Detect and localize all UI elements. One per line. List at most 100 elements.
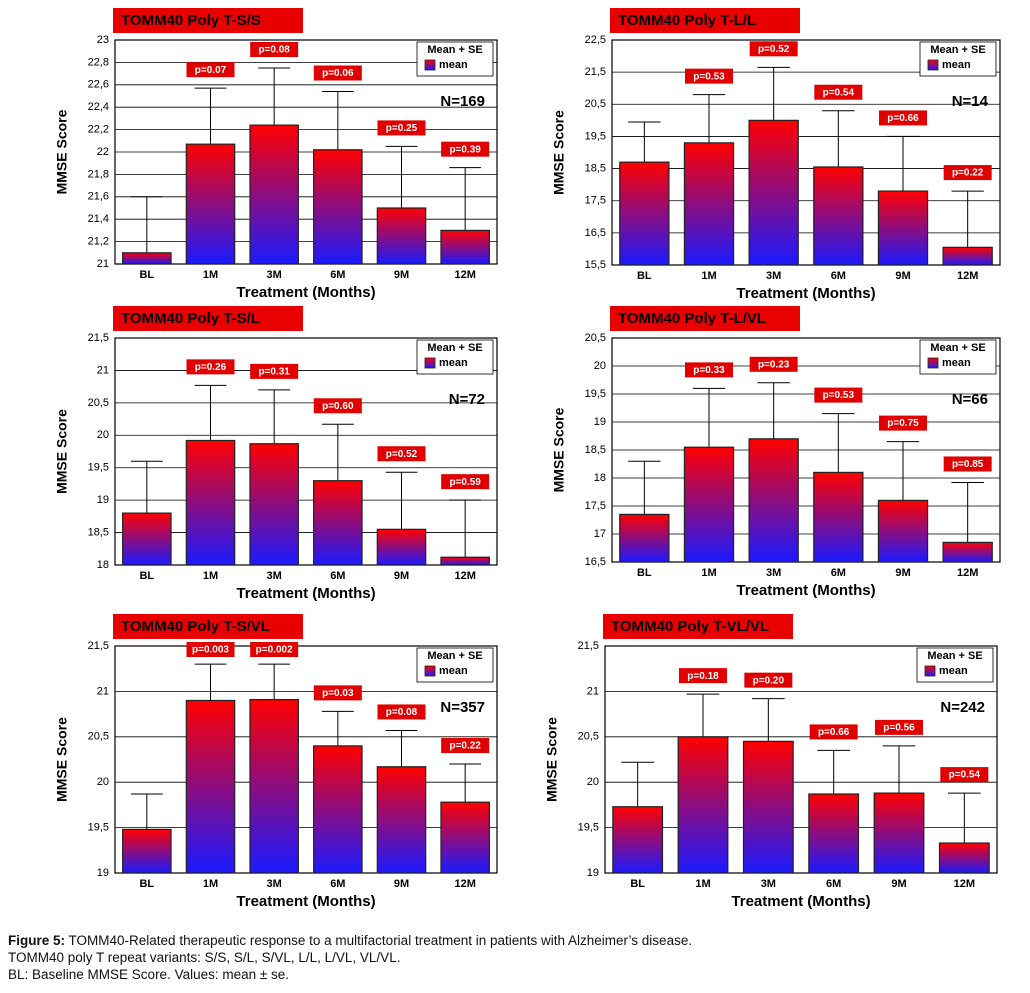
y-tick-label: 21,6 xyxy=(88,191,109,203)
x-tick-label: BL xyxy=(139,570,154,582)
legend-label: mean xyxy=(439,357,468,369)
x-tick-label: 3M xyxy=(267,878,282,890)
y-axis-title: MMSE Score xyxy=(54,409,70,494)
caption-line: Figure 5: TOMM40-Related therapeutic res… xyxy=(8,932,692,949)
p-value-box xyxy=(441,738,490,754)
legend-label: mean xyxy=(939,665,968,677)
caption-line: BL: Baseline MMSE Score. Values: mean ± … xyxy=(8,967,290,982)
bar xyxy=(873,792,925,874)
p-value-box xyxy=(814,84,863,100)
title-box xyxy=(113,8,303,33)
y-tick-label: 16,5 xyxy=(585,556,606,568)
x-tick-label: 12M xyxy=(957,270,978,282)
p-value: p=0.66 xyxy=(818,727,850,738)
x-tick-label: 12M xyxy=(454,570,475,582)
x-tick-label: 3M xyxy=(761,878,776,890)
y-tick-label: 17,5 xyxy=(585,500,606,512)
p-value: p=0.03 xyxy=(322,688,354,699)
x-tick-label: 1M xyxy=(701,567,716,579)
y-tick-label: 19 xyxy=(587,867,599,879)
bar xyxy=(619,513,670,563)
bar xyxy=(748,438,799,563)
bar xyxy=(677,736,729,874)
y-tick-label: 18,5 xyxy=(585,162,606,174)
bar xyxy=(440,801,490,874)
bar xyxy=(683,446,735,563)
x-tick-label: 3M xyxy=(267,269,282,281)
y-tick-label: 17 xyxy=(594,528,606,540)
bar xyxy=(185,143,236,265)
n-label: N=169 xyxy=(440,93,485,110)
plot-area xyxy=(604,645,998,874)
y-tick-label: 20 xyxy=(97,429,109,441)
p-value: p=0.002 xyxy=(256,645,293,656)
bar xyxy=(313,480,363,566)
p-value: p=0.54 xyxy=(823,87,855,98)
y-tick-label: 22,5 xyxy=(585,34,606,46)
p-value-box xyxy=(679,668,727,684)
y-tick-label: 21,5 xyxy=(585,66,606,78)
p-value: p=0.08 xyxy=(386,707,418,718)
title-box xyxy=(610,306,800,331)
bar xyxy=(376,766,427,874)
p-value-box xyxy=(441,141,490,157)
x-tick-label: 6M xyxy=(330,878,345,890)
p-value-box xyxy=(377,446,426,462)
x-tick-label: 6M xyxy=(826,878,841,890)
bar xyxy=(612,806,664,874)
bar xyxy=(376,528,427,566)
y-tick-label: 19,5 xyxy=(88,822,109,834)
bar xyxy=(877,190,929,266)
caption: Figure 5: TOMM40-Related therapeutic res… xyxy=(8,932,692,983)
p-value: p=0.20 xyxy=(753,675,785,686)
bar xyxy=(877,499,929,563)
legend-title: Mean + SE xyxy=(930,44,985,56)
p-value-box xyxy=(809,724,858,740)
p-value: p=0.06 xyxy=(322,68,354,79)
x-tick-label: 1M xyxy=(203,269,218,281)
p-value-box xyxy=(441,474,490,490)
x-tick-label: BL xyxy=(139,269,154,281)
legend-label: mean xyxy=(439,665,468,677)
p-value-box xyxy=(749,41,798,57)
figure: 21 21,2 21,4 21,6 21,8 22 22,2 22,4 22,6 22,8 23 BL… xyxy=(54,8,1001,910)
y-tick-label: 21,8 xyxy=(88,168,109,180)
bar xyxy=(313,149,363,265)
x-axis-title: Treatment (Months) xyxy=(736,285,875,302)
x-tick-label: 1M xyxy=(695,878,710,890)
bar xyxy=(942,541,993,563)
y-tick-label: 19,5 xyxy=(585,130,606,142)
x-tick-label: 3M xyxy=(766,567,781,579)
y-tick-label: 16,5 xyxy=(585,227,606,239)
y-tick-label: 19 xyxy=(97,867,109,879)
bar xyxy=(938,842,990,874)
y-tick-label: 22 xyxy=(97,146,109,158)
p-value: p=0.08 xyxy=(258,45,290,56)
x-tick-label: 6M xyxy=(330,269,345,281)
p-value-box xyxy=(943,456,992,472)
y-tick-label: 21,4 xyxy=(88,213,109,225)
caption-label: Figure 5: xyxy=(8,933,66,948)
chart-title: TOMM40 Poly T-S/VL xyxy=(121,618,270,635)
x-tick-label: 12M xyxy=(454,269,475,281)
y-tick-label: 20,5 xyxy=(88,731,109,743)
y-tick-label: 18,5 xyxy=(88,526,109,538)
y-tick-label: 18,5 xyxy=(585,444,606,456)
p-value: p=0.25 xyxy=(386,123,418,134)
y-tick-label: 20 xyxy=(594,360,606,372)
y-tick-label: 20 xyxy=(587,776,599,788)
x-tick-label: BL xyxy=(637,567,652,579)
x-tick-label: 9M xyxy=(895,270,910,282)
y-tick-label: 19 xyxy=(97,494,109,506)
n-label: N=14 xyxy=(952,93,989,110)
y-tick-label: 20,5 xyxy=(578,731,599,743)
p-value: p=0.75 xyxy=(887,418,919,429)
x-tick-label: 9M xyxy=(394,269,409,281)
p-value-box xyxy=(879,110,927,126)
x-tick-label: 9M xyxy=(394,878,409,890)
p-value: p=0.26 xyxy=(195,362,227,373)
p-value: p=0.39 xyxy=(449,144,481,155)
x-tick-label: BL xyxy=(630,878,645,890)
p-value: p=0.31 xyxy=(258,367,290,378)
p-value: p=0.23 xyxy=(758,359,790,370)
